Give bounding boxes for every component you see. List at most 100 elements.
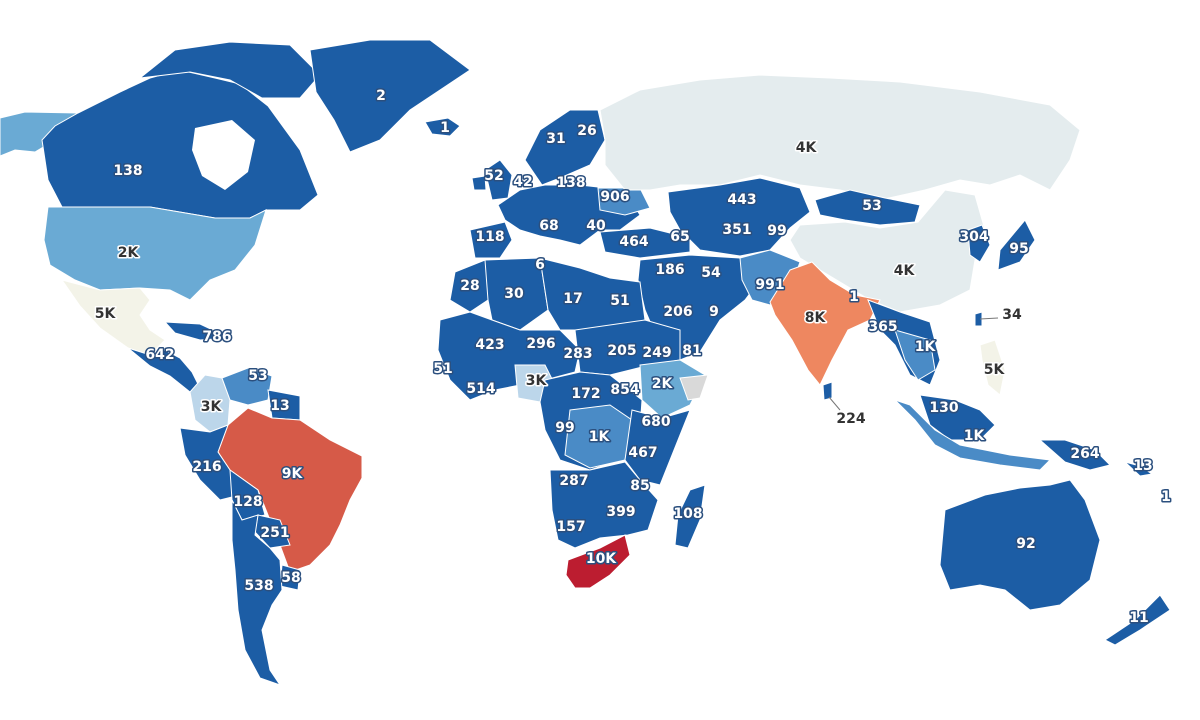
label-saudi-arabia: 206 bbox=[663, 304, 692, 320]
label-namibia: 157 bbox=[556, 519, 585, 535]
label-spain: 118 bbox=[475, 229, 504, 245]
label-thailand: 1K bbox=[915, 339, 937, 355]
region-uk[interactable] bbox=[484, 159, 513, 201]
region-thailand[interactable] bbox=[894, 329, 936, 381]
label-turkey: 464 bbox=[619, 234, 648, 250]
region-png[interactable] bbox=[1038, 439, 1111, 471]
label-niger: 296 bbox=[526, 336, 555, 352]
region-venezuela[interactable] bbox=[221, 367, 273, 406]
region-south-africa[interactable] bbox=[565, 534, 631, 589]
region-canada-islands[interactable] bbox=[138, 41, 321, 99]
region-southern-africa[interactable] bbox=[549, 461, 659, 549]
region-sri-lanka[interactable] bbox=[822, 381, 833, 401]
label-kyrgyzstan: 99 bbox=[767, 223, 786, 239]
region-philippines[interactable] bbox=[979, 339, 1006, 396]
region-somalia[interactable] bbox=[679, 374, 709, 401]
label-chad: 283 bbox=[563, 346, 592, 362]
label-colombia: 3K bbox=[201, 399, 223, 415]
region-russia[interactable] bbox=[599, 74, 1081, 201]
label-taiwan: 34 bbox=[1002, 307, 1022, 323]
label-uzbekistan: 351 bbox=[722, 222, 751, 238]
label-tanzania: 467 bbox=[628, 445, 657, 461]
region-new-zealand[interactable] bbox=[1104, 594, 1171, 646]
label-eritrea: 249 bbox=[642, 345, 671, 361]
label-south-sudan: 854 bbox=[610, 382, 639, 398]
label-yemen: 81 bbox=[682, 343, 701, 359]
label-south-africa: 10K bbox=[586, 551, 617, 567]
region-japan[interactable] bbox=[997, 219, 1036, 271]
label-south-korea: 304 bbox=[959, 229, 988, 245]
label-paraguay: 251 bbox=[260, 525, 289, 541]
region-argentina[interactable] bbox=[231, 499, 283, 686]
label-kenya: 680 bbox=[641, 414, 670, 430]
leader-sri-lanka bbox=[828, 396, 841, 411]
region-cuba[interactable] bbox=[163, 321, 231, 341]
label-italy: 68 bbox=[539, 218, 558, 234]
label-canada: 138 bbox=[113, 163, 142, 179]
region-madagascar[interactable] bbox=[674, 484, 706, 549]
hudson-bay bbox=[192, 120, 255, 190]
land-layer bbox=[0, 39, 1171, 686]
label-ethiopia: 2K bbox=[652, 376, 674, 392]
region-solomon[interactable] bbox=[1124, 461, 1154, 477]
label-poland: 138 bbox=[556, 175, 585, 191]
label-venezuela: 53 bbox=[248, 368, 267, 384]
label-japan: 95 bbox=[1009, 241, 1028, 257]
label-madagascar: 108 bbox=[673, 506, 702, 522]
label-china: 4K bbox=[894, 263, 916, 279]
label-malaysia: 130 bbox=[929, 400, 958, 416]
label-ukraine: 906 bbox=[600, 189, 629, 205]
label-mongolia: 53 bbox=[862, 198, 881, 214]
label-fiji: 1 bbox=[1161, 489, 1171, 505]
label-solomon: 13 bbox=[1133, 458, 1152, 474]
label-pakistan: 991 bbox=[755, 277, 784, 293]
label-gabon: 99 bbox=[555, 420, 574, 436]
label-brazil: 9K bbox=[282, 466, 304, 482]
leader-taiwan bbox=[979, 317, 999, 320]
region-greenland[interactable] bbox=[309, 39, 471, 153]
region-colombia[interactable] bbox=[189, 374, 231, 433]
region-iceland[interactable] bbox=[424, 117, 461, 137]
region-ireland[interactable] bbox=[471, 175, 487, 191]
region-central-asia[interactable] bbox=[667, 177, 811, 257]
region-taiwan[interactable] bbox=[974, 311, 983, 327]
label-iran: 54 bbox=[701, 265, 721, 281]
label-cuba: 786 bbox=[202, 329, 231, 345]
region-australia[interactable] bbox=[939, 479, 1101, 611]
label-uae: 9 bbox=[709, 304, 719, 320]
label-iraq: 186 bbox=[655, 262, 684, 278]
label-png: 264 bbox=[1070, 446, 1099, 462]
region-mexico[interactable] bbox=[60, 279, 166, 356]
value-labels: 2 1 138 2K 5K 786 642 53 3K 13 9K 216 12… bbox=[93, 87, 1172, 628]
label-new-zealand: 11 bbox=[1129, 610, 1148, 626]
label-uruguay: 58 bbox=[281, 570, 300, 586]
label-cameroon: 172 bbox=[571, 386, 600, 402]
region-iberia[interactable] bbox=[469, 221, 513, 259]
label-central-america: 642 bbox=[145, 347, 174, 363]
region-usa[interactable] bbox=[43, 206, 267, 301]
label-greece: 40 bbox=[586, 218, 606, 234]
label-dr-congo: 1K bbox=[589, 429, 611, 445]
region-central-america[interactable] bbox=[127, 347, 201, 393]
label-finland: 26 bbox=[577, 123, 596, 139]
label-mali: 423 bbox=[475, 337, 504, 353]
label-sri-lanka: 224 bbox=[836, 411, 865, 427]
label-guyana: 13 bbox=[270, 398, 289, 414]
label-morocco: 28 bbox=[460, 278, 479, 294]
label-norway: 31 bbox=[546, 131, 565, 147]
label-philippines: 5K bbox=[984, 362, 1006, 378]
label-mexico: 5K bbox=[95, 306, 117, 322]
region-turkey[interactable] bbox=[599, 227, 691, 259]
region-malaysia[interactable] bbox=[919, 394, 996, 441]
label-georgia: 65 bbox=[670, 229, 689, 245]
region-east-africa[interactable] bbox=[624, 409, 691, 486]
region-korea[interactable] bbox=[967, 224, 991, 263]
label-peru: 216 bbox=[192, 459, 221, 475]
region-scandinavia[interactable] bbox=[524, 109, 606, 186]
region-indonesia[interactable] bbox=[894, 399, 1052, 471]
region-india[interactable] bbox=[769, 261, 881, 386]
label-sudan: 205 bbox=[607, 343, 636, 359]
label-greenland: 2 bbox=[376, 88, 386, 104]
label-australia: 92 bbox=[1016, 536, 1035, 552]
